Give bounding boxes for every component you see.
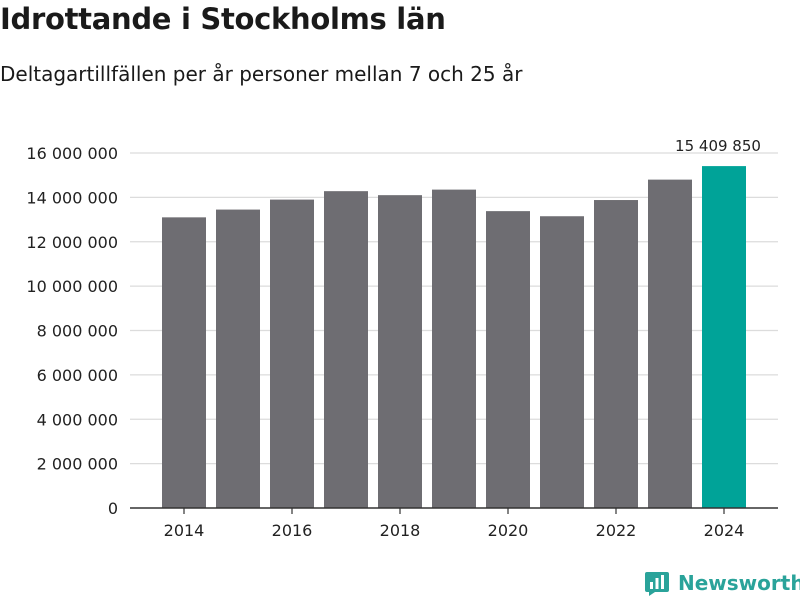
brand-name: Newsworthy bbox=[678, 571, 800, 595]
x-tick-label: 2022 bbox=[596, 521, 637, 540]
bar-2020 bbox=[486, 211, 530, 508]
bar-2014 bbox=[162, 217, 206, 508]
bar-2022 bbox=[594, 200, 638, 508]
y-tick-label: 14 000 000 bbox=[26, 188, 118, 207]
bar-2017 bbox=[324, 191, 368, 508]
y-tick-label: 0 bbox=[108, 499, 118, 518]
y-tick-label: 10 000 000 bbox=[26, 277, 118, 296]
bar-2024 bbox=[702, 166, 746, 509]
chart-title: Idrottande i Stockholms län bbox=[0, 2, 446, 36]
bar-2018 bbox=[378, 195, 422, 508]
bar-2023 bbox=[648, 179, 692, 508]
x-tick-label: 2016 bbox=[272, 521, 313, 540]
data-label: 15 409 850 bbox=[675, 137, 761, 155]
bar-chart-icon bbox=[645, 572, 669, 596]
bar-2016 bbox=[270, 199, 314, 508]
bar-2021 bbox=[540, 216, 584, 508]
bar-2019 bbox=[432, 189, 476, 508]
x-tick-label: 2014 bbox=[164, 521, 205, 540]
y-tick-label: 2 000 000 bbox=[37, 455, 118, 474]
y-tick-label: 6 000 000 bbox=[37, 366, 118, 385]
x-tick-label: 2018 bbox=[380, 521, 421, 540]
x-tick-label: 2020 bbox=[488, 521, 529, 540]
y-tick-label: 4 000 000 bbox=[37, 410, 118, 429]
y-tick-label: 16 000 000 bbox=[26, 144, 118, 163]
chart-subtitle: Deltagartillfällen per år personer mella… bbox=[0, 62, 523, 86]
bar-2015 bbox=[216, 209, 260, 508]
brand-logo: Newsworthy bbox=[644, 570, 800, 596]
y-tick-label: 8 000 000 bbox=[37, 322, 118, 341]
y-tick-label: 12 000 000 bbox=[26, 233, 118, 252]
x-tick-label: 2024 bbox=[704, 521, 745, 540]
